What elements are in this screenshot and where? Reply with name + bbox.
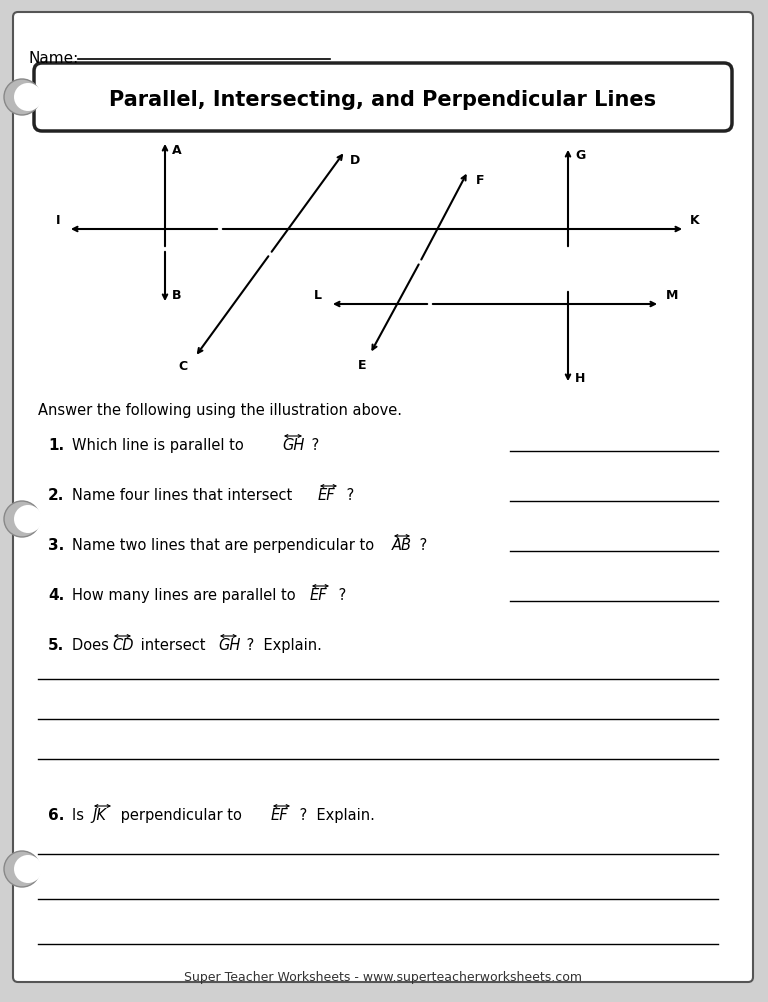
Text: perpendicular to: perpendicular to: [116, 808, 247, 823]
Text: M: M: [666, 289, 678, 302]
Text: Name four lines that intersect: Name four lines that intersect: [72, 488, 297, 502]
FancyBboxPatch shape: [13, 13, 753, 982]
Text: L: L: [314, 289, 322, 302]
Circle shape: [14, 84, 42, 112]
Text: EF: EF: [310, 587, 328, 602]
Text: Which line is parallel to: Which line is parallel to: [72, 438, 248, 453]
Circle shape: [14, 505, 42, 533]
Text: intersect: intersect: [136, 637, 210, 652]
Text: G: G: [575, 148, 585, 161]
FancyBboxPatch shape: [34, 64, 732, 132]
Text: ?: ?: [415, 537, 427, 552]
Text: 6.: 6.: [48, 808, 65, 823]
Text: EF: EF: [318, 488, 336, 502]
Text: Parallel, Intersecting, and Perpendicular Lines: Parallel, Intersecting, and Perpendicula…: [109, 90, 657, 110]
Circle shape: [14, 855, 42, 883]
Text: D: D: [350, 153, 360, 166]
Text: ?  Explain.: ? Explain.: [295, 808, 375, 823]
Text: Name:: Name:: [28, 50, 78, 65]
Text: H: H: [574, 371, 585, 384]
Text: GH: GH: [282, 438, 304, 453]
Text: 5.: 5.: [48, 637, 65, 652]
Text: GH: GH: [218, 637, 240, 652]
Text: ?  Explain.: ? Explain.: [242, 637, 322, 652]
Text: 1.: 1.: [48, 438, 64, 453]
Text: CD: CD: [112, 637, 134, 652]
Text: 2.: 2.: [48, 488, 65, 502]
Text: Does: Does: [72, 637, 114, 652]
Text: K: K: [690, 213, 700, 226]
Text: ?: ?: [342, 488, 354, 502]
Text: 4.: 4.: [48, 587, 65, 602]
Text: 3.: 3.: [48, 537, 65, 552]
Text: A: A: [172, 143, 182, 156]
Text: Is: Is: [72, 808, 88, 823]
Text: EF: EF: [271, 808, 289, 823]
Text: I: I: [56, 213, 60, 226]
Circle shape: [4, 501, 40, 537]
Text: ?: ?: [334, 587, 346, 602]
Text: C: C: [178, 359, 187, 372]
Text: F: F: [475, 173, 485, 186]
Text: How many lines are parallel to: How many lines are parallel to: [72, 587, 300, 602]
Circle shape: [4, 80, 40, 116]
Text: E: E: [358, 358, 366, 371]
Text: Answer the following using the illustration above.: Answer the following using the illustrat…: [38, 403, 402, 418]
Text: JK: JK: [92, 808, 106, 823]
Text: AB: AB: [392, 537, 412, 552]
Circle shape: [4, 851, 40, 887]
Text: B: B: [172, 289, 182, 302]
Text: ?: ?: [307, 438, 319, 453]
Text: Super Teacher Worksheets - www.superteacherworksheets.com: Super Teacher Worksheets - www.superteac…: [184, 971, 582, 984]
Text: Name two lines that are perpendicular to: Name two lines that are perpendicular to: [72, 537, 379, 552]
